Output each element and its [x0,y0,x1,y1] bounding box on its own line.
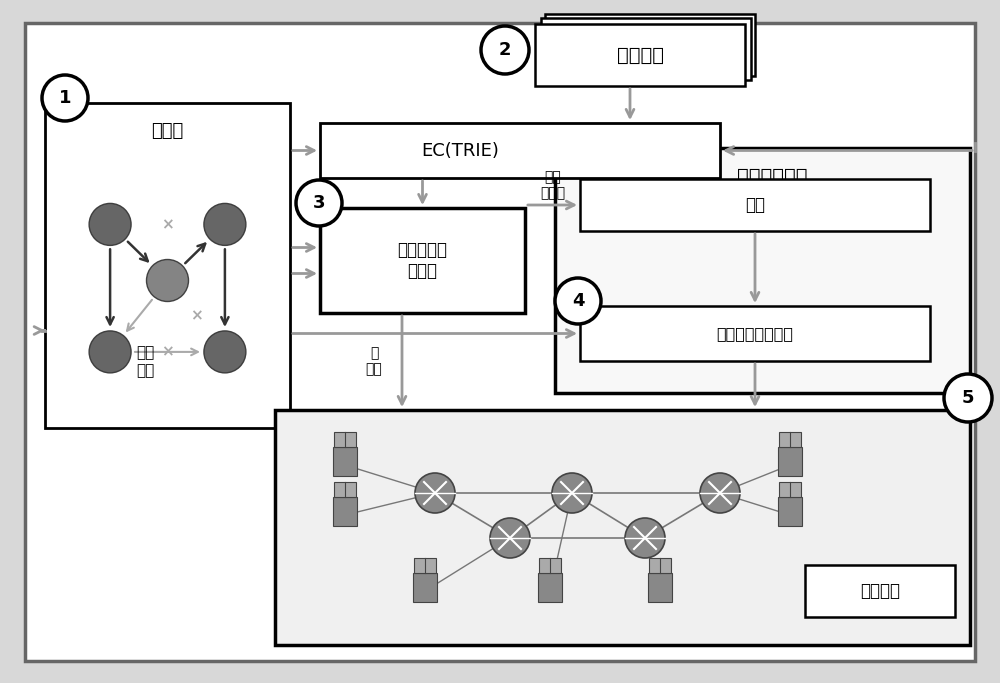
Bar [45,103,290,428]
Circle shape [204,204,246,245]
Text: ×: × [161,217,174,232]
Text: 策略更新: 策略更新 [616,46,664,64]
Circle shape [625,518,665,558]
Bar [779,432,801,447]
Circle shape [42,75,88,121]
Bar [648,574,672,602]
Bar [580,179,930,231]
Text: ×: × [190,309,203,324]
Bar [778,497,802,525]
Text: 优化: 优化 [745,196,765,214]
Bar [414,557,436,574]
Text: 不
违规: 不 违规 [366,346,382,376]
Circle shape [147,260,189,301]
Circle shape [555,278,601,324]
Text: 3: 3 [313,194,325,212]
Bar [545,14,755,76]
Bar [333,447,357,475]
Bar [805,565,955,617]
Text: EC(TRIE): EC(TRIE) [421,141,499,160]
Bar [778,447,802,475]
Circle shape [700,473,740,513]
Circle shape [89,204,131,245]
Circle shape [944,374,992,422]
Bar [555,148,970,393]
Text: 4: 4 [572,292,584,310]
Bar [333,497,357,525]
Bar [320,208,525,313]
Text: 1: 1 [59,89,71,107]
Bar [541,18,751,80]
Bar [580,306,930,361]
Circle shape [415,473,455,513]
Bar [334,432,356,447]
Text: 策略图: 策略图 [151,122,184,140]
Circle shape [89,331,131,373]
Text: ×: × [161,344,174,359]
Text: 转发设备: 转发设备 [860,582,900,600]
Text: 违规
压缩图: 违规 压缩图 [540,170,565,200]
Bar [649,557,671,574]
Text: 5: 5 [962,389,974,407]
Text: 近似最优策略布局: 近似最优策略布局 [716,326,794,341]
Bar [779,482,801,497]
Bar [275,410,970,645]
Text: 违规解决模块: 违规解决模块 [737,167,808,186]
Circle shape [204,331,246,373]
Circle shape [490,518,530,558]
Bar [535,24,745,86]
Bar [320,123,720,178]
Bar [413,574,437,602]
Bar [538,574,562,602]
Circle shape [481,26,529,74]
Bar [334,482,356,497]
Text: 验证策略违
规模块: 验证策略违 规模块 [397,241,447,280]
Circle shape [552,473,592,513]
Text: 2: 2 [499,41,511,59]
Text: 网络
事件: 网络 事件 [136,346,154,378]
Circle shape [296,180,342,226]
Bar [539,557,561,574]
